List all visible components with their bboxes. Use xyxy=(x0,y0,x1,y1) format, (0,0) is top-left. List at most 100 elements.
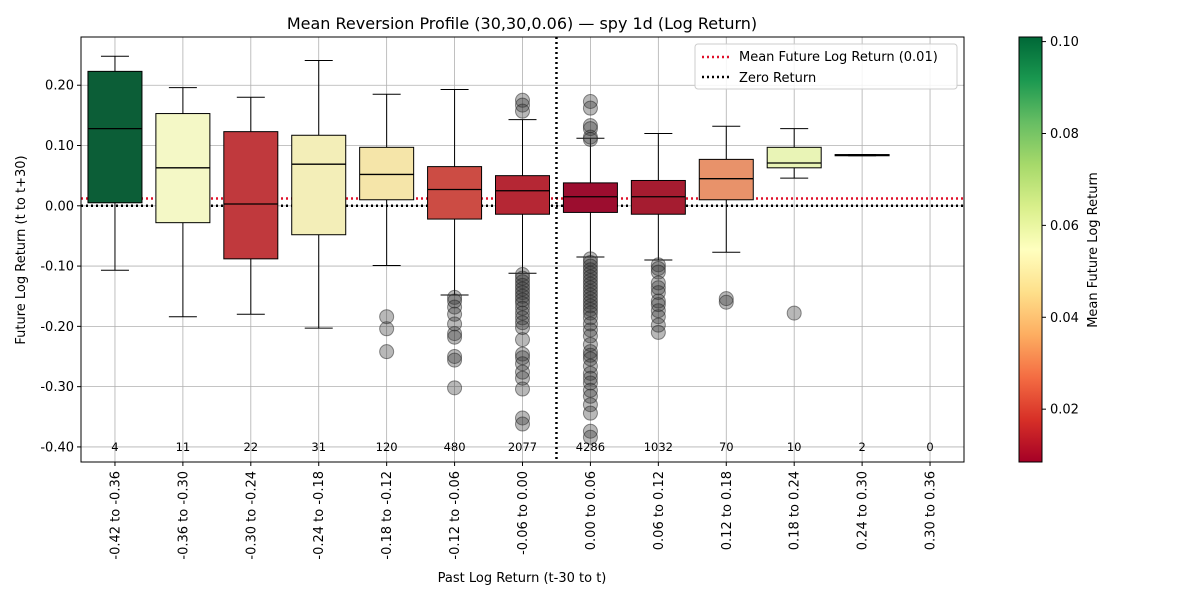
boxplot-11 xyxy=(834,154,890,157)
outlier-point xyxy=(582,305,598,321)
box-iqr xyxy=(562,182,618,213)
bin-count-label: 120 xyxy=(376,440,398,454)
y-tick-label: 0.20 xyxy=(45,79,74,94)
box-iqr xyxy=(427,166,483,220)
outlier-point xyxy=(515,315,530,331)
boxplot-9 xyxy=(698,125,754,310)
outlier-point xyxy=(379,309,395,325)
outlier-point xyxy=(515,381,530,397)
colorbar-tick-label: 0.08 xyxy=(1050,127,1079,142)
outlier-point xyxy=(515,416,530,432)
outlier-point xyxy=(447,349,463,365)
box-iqr xyxy=(766,146,822,169)
outlier-point xyxy=(582,121,598,137)
outlier-point xyxy=(650,264,666,280)
axes: -0.40 -0.30 -0.20 -0.10 0.00 0.10 0.20 -0.42 to… xyxy=(40,79,938,560)
outlier-point xyxy=(515,292,530,308)
x-tick-label: -0.12 to -0.06 xyxy=(448,471,463,560)
boxplot-10 xyxy=(766,128,822,321)
count-labels: 4 11 22 31 120 480 2077 4286 1032 70 10 2 0 xyxy=(111,440,933,454)
outlier-point xyxy=(582,397,598,413)
x-tick-label: -0.36 to -0.30 xyxy=(176,471,191,560)
box-iqr xyxy=(359,146,415,201)
bin-count-label: 2 xyxy=(858,440,865,454)
outlier-point xyxy=(582,429,598,445)
legend-box xyxy=(694,43,958,90)
outlier-point xyxy=(582,347,598,363)
bin-count-label: 4286 xyxy=(576,440,605,454)
bin-count-label: 11 xyxy=(176,440,191,454)
outlier-point xyxy=(718,291,734,307)
legend-zero-label: Zero Return xyxy=(739,71,816,86)
outlier-point xyxy=(718,294,734,310)
colorbar-tick-label: 0.04 xyxy=(1050,311,1079,326)
x-tick-label: -0.30 to -0.24 xyxy=(244,471,259,560)
outlier-point xyxy=(515,320,530,336)
outlier-point xyxy=(582,310,598,326)
outlier-point xyxy=(447,326,463,342)
boxplot-2 xyxy=(223,96,279,315)
box-iqr xyxy=(698,158,754,201)
outlier-point xyxy=(582,423,598,439)
outlier-point xyxy=(515,370,530,386)
x-tick-label: -0.18 to -0.12 xyxy=(380,471,395,560)
boxplot-0 xyxy=(87,55,143,271)
outlier-point xyxy=(582,370,598,386)
legend-mean-label: Mean Future Log Return (0.01) xyxy=(739,50,938,65)
outlier-point xyxy=(447,293,463,309)
colorbar-gradient xyxy=(1018,36,1043,463)
outlier-point xyxy=(786,305,802,321)
outlier-point xyxy=(515,332,530,348)
outlier-point xyxy=(650,324,666,340)
bin-count-label: 0 xyxy=(926,440,933,454)
boxplots xyxy=(87,55,890,445)
outlier-point xyxy=(515,410,530,426)
bin-count-label: 480 xyxy=(444,440,466,454)
y-tick-label: 0.10 xyxy=(45,139,74,154)
y-tick-label: -0.10 xyxy=(40,260,74,275)
y-axis-label: Future Log Return (t to t+30) xyxy=(14,155,29,344)
bin-count-label: 1032 xyxy=(644,440,673,454)
chart-title: Mean Reversion Profile (30,30,0.06) — sp… xyxy=(287,14,757,33)
boxplot-5 xyxy=(427,88,483,396)
boxplot-1 xyxy=(155,87,211,318)
box-iqr xyxy=(495,175,550,215)
bin-count-label: 70 xyxy=(719,440,734,454)
x-tick-label: -0.06 to 0.00 xyxy=(516,471,531,555)
bin-count-label: 10 xyxy=(787,440,802,454)
x-tick-label: 0.18 to 0.24 xyxy=(788,471,803,550)
y-tick-label: -0.40 xyxy=(40,440,74,455)
boxplot-7 xyxy=(562,94,618,445)
outlier-point xyxy=(515,97,530,113)
colorbar-tick-label: 0.06 xyxy=(1050,219,1079,234)
outlier-point xyxy=(379,321,395,337)
x-axis-label: Past Log Return (t-30 to t) xyxy=(438,571,607,586)
legend: Mean Future Log Return (0.01) Zero Retur… xyxy=(694,43,958,90)
outlier-point xyxy=(515,103,530,119)
outlier-point xyxy=(379,344,395,360)
box-iqr xyxy=(87,70,143,204)
outlier-point xyxy=(650,280,666,296)
y-tick-label: 0.00 xyxy=(45,199,74,214)
x-tick-label: -0.24 to -0.18 xyxy=(312,471,327,560)
outlier-point xyxy=(650,297,666,313)
x-tick-label: 0.00 to 0.06 xyxy=(584,471,599,550)
outlier-point xyxy=(582,100,598,116)
bin-count-label: 2077 xyxy=(508,440,537,454)
y-tick-label: -0.30 xyxy=(40,380,74,395)
x-tick-label: 0.06 to 0.12 xyxy=(652,471,667,550)
outlier-point xyxy=(447,329,463,345)
boxplot-4 xyxy=(359,93,415,360)
bin-count-label: 31 xyxy=(311,440,326,454)
outlier-point xyxy=(650,309,666,325)
outlier-point xyxy=(582,388,598,404)
bin-count-label: 4 xyxy=(111,440,118,454)
box-iqr xyxy=(291,134,347,236)
outlier-point xyxy=(650,285,666,301)
outlier-point xyxy=(582,316,598,332)
colorbar-tick-label: 0.10 xyxy=(1050,35,1079,50)
boxplot-3 xyxy=(291,60,347,329)
colorbar-tick-label: 0.02 xyxy=(1050,403,1079,418)
outlier-point xyxy=(447,352,463,368)
